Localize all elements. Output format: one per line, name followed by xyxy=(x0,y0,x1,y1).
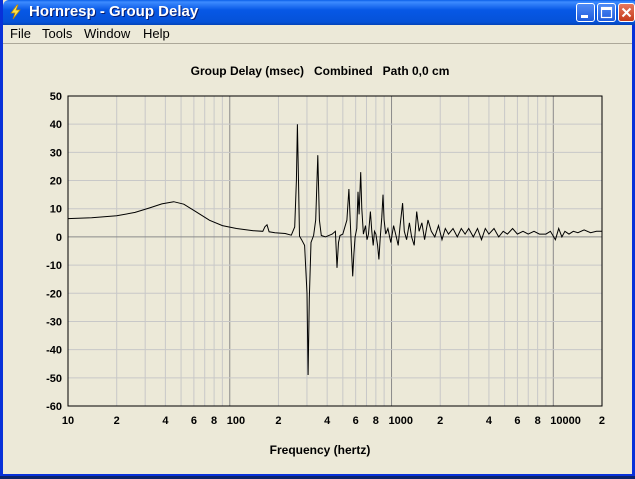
x-tick-label: 6 xyxy=(514,415,520,427)
y-tick-label: 0 xyxy=(56,232,62,244)
x-tick-label: 1000 xyxy=(389,415,413,427)
chart-area: Group Delay (msec) Combined Path 0,0 cm … xyxy=(3,43,632,474)
y-tick-label: -10 xyxy=(46,260,62,272)
x-tick-label: 6 xyxy=(191,415,197,427)
y-tick-label: 50 xyxy=(50,91,62,103)
x-tick-label: 8 xyxy=(535,415,541,427)
plot-frame xyxy=(67,95,603,407)
menu-file[interactable]: File xyxy=(10,26,31,41)
menu-bar: File Tools Window Help xyxy=(3,25,632,43)
x-tick-label: 2 xyxy=(114,415,120,427)
x-tick-label: 4 xyxy=(324,415,331,427)
y-tick-label: -30 xyxy=(46,316,62,328)
y-tick-label: -40 xyxy=(46,345,62,357)
x-tick-label: 8 xyxy=(211,415,217,427)
x-tick-label: 100 xyxy=(227,415,245,427)
x-tick-label: 4 xyxy=(486,415,493,427)
close-icon xyxy=(621,7,632,18)
y-tick-label: -60 xyxy=(46,401,62,413)
y-tick-label: -20 xyxy=(46,288,62,300)
x-tick-label: 2 xyxy=(275,415,281,427)
x-tick-label: 10000 xyxy=(550,415,581,427)
group-delay-chart: Group Delay (msec) Combined Path 0,0 cm … xyxy=(46,64,605,457)
x-tick-label: 10 xyxy=(62,415,74,427)
y-tick-label: -50 xyxy=(46,373,62,385)
close-button[interactable] xyxy=(618,3,635,22)
title-bar[interactable]: Hornresp - Group Delay xyxy=(3,0,635,25)
y-tick-label: 30 xyxy=(50,147,62,159)
lightning-bolt-icon xyxy=(10,4,21,20)
y-tick-label: 10 xyxy=(50,204,62,216)
y-axis-ticks: 50 40 30 20 10 0 -10 -20 -30 -40 -50 -60 xyxy=(46,91,62,413)
y-tick-label: 20 xyxy=(50,176,62,188)
y-tick-label: 40 xyxy=(50,119,62,131)
menu-help[interactable]: Help xyxy=(143,26,170,41)
window-title: Hornresp - Group Delay xyxy=(29,3,199,20)
maximize-button[interactable] xyxy=(597,3,616,22)
chart-title: Group Delay (msec) Combined Path 0,0 cm xyxy=(191,64,450,78)
chart-grid xyxy=(68,96,602,406)
x-tick-label: 2 xyxy=(437,415,443,427)
x-tick-label: 2 xyxy=(599,415,605,427)
menu-tools[interactable]: Tools xyxy=(42,26,73,41)
minimize-button[interactable] xyxy=(576,3,595,22)
x-tick-label: 4 xyxy=(162,415,169,427)
minimize-icon xyxy=(581,15,588,18)
group-delay-trace xyxy=(67,124,602,376)
maximize-icon xyxy=(600,6,613,19)
x-tick-label: 8 xyxy=(373,415,379,427)
menu-window[interactable]: Window xyxy=(84,26,131,41)
x-axis-label: Frequency (hertz) xyxy=(270,443,371,457)
x-axis-ticks: 10 2 4 6 8 100 2 4 6 8 1000 2 4 6 8 10000 2 xyxy=(62,415,605,427)
x-tick-label: 6 xyxy=(353,415,359,427)
